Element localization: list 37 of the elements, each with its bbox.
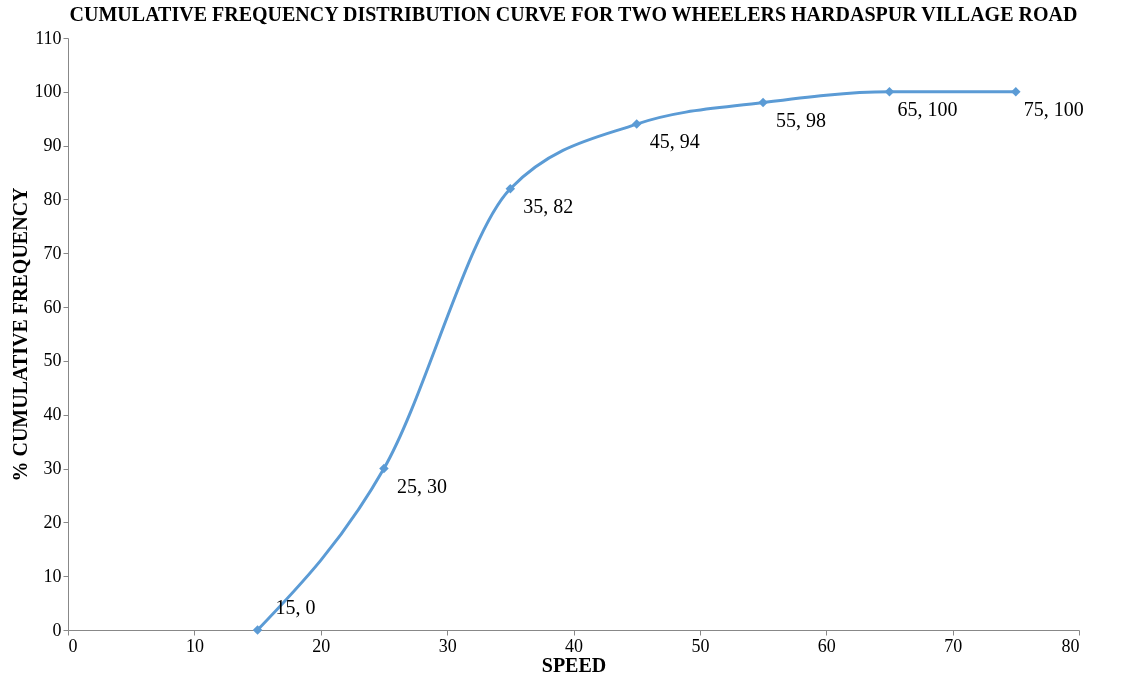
x-tick-label: 30: [438, 635, 457, 656]
y-tick-label: 110: [35, 27, 62, 48]
y-tick-label: 70: [43, 242, 62, 263]
point: [379, 463, 389, 474]
x-tick-label: 60: [817, 635, 836, 656]
y-tick-label: 30: [43, 458, 62, 479]
x-tick-label: 0: [68, 635, 78, 656]
x-tick-label: 20: [312, 635, 331, 656]
x-tick-label: 50: [691, 635, 710, 656]
point: [1011, 87, 1021, 97]
x-tick-label: 80: [1061, 635, 1080, 656]
y-tick-label: 80: [43, 188, 62, 209]
x-tick-label: 40: [565, 635, 583, 656]
y-axis-title: % CUMULATIVE FREQUENCY: [8, 186, 31, 482]
data-label: 55, 98: [776, 108, 827, 131]
data-label: 15, 0: [275, 596, 316, 618]
data-label: 75, 100: [1023, 97, 1084, 120]
data-label: 45, 94: [649, 130, 700, 153]
point: [758, 97, 768, 108]
y-tick-label: 20: [43, 511, 62, 532]
x-tick-label: 10: [185, 635, 204, 656]
point: [252, 625, 263, 635]
x-tick-label: 70: [944, 635, 963, 656]
chart-title: CUMULATIVE FREQUENCY DISTRIBUTION CURVE FOR TWO WHEELERS HARDASPUR VILLAGE ROAD: [69, 3, 1078, 25]
y-tick-label: 10: [43, 565, 62, 586]
y-tick-label: 40: [43, 404, 62, 425]
data-label: 65, 100: [897, 97, 958, 120]
data-label: 25, 30: [396, 474, 447, 497]
y-tick-label: 50: [43, 350, 62, 371]
data-label: 35, 82: [523, 194, 574, 217]
point: [631, 119, 642, 129]
y-tick-label: 90: [43, 135, 62, 156]
y-tick-label: 100: [34, 81, 62, 102]
y-tick-label: 60: [43, 296, 62, 317]
point: [505, 183, 516, 194]
x-axis-title: SPEED: [541, 653, 607, 676]
y-tick-label: 0: [52, 619, 62, 640]
